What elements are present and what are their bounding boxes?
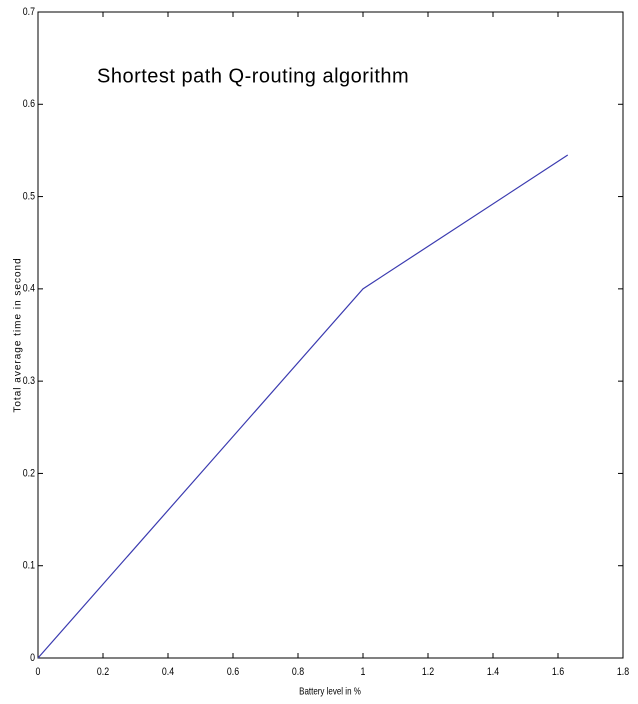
- x-tick-label: 1.2: [422, 666, 435, 678]
- x-tick-label: 0: [36, 666, 41, 678]
- y-axis-label: Total average time in second: [13, 257, 24, 412]
- y-tick-label: 0.3: [23, 375, 36, 387]
- y-tick-label: 0.4: [23, 283, 36, 295]
- y-tick-label: 0.7: [23, 6, 36, 18]
- x-axis-label: Battery level in %: [299, 686, 361, 697]
- y-tick-label: 0.6: [23, 98, 36, 110]
- y-tick-label: 0: [30, 652, 35, 664]
- y-tick-label: 0.2: [23, 467, 36, 479]
- x-tick-label: 1.8: [617, 666, 630, 678]
- line-series: [37, 154, 569, 659]
- x-tick-label: 0.2: [97, 666, 110, 678]
- x-tick-label: 0.4: [162, 666, 175, 678]
- x-tick-label: 1.6: [552, 666, 565, 678]
- plot-frame: [37, 11, 624, 659]
- x-tick-label: 1: [361, 666, 366, 678]
- chart-title: Shortest path Q-routing algorithm: [97, 65, 409, 87]
- x-tick-label: 1.4: [487, 666, 500, 678]
- x-tick-label: 0.8: [292, 666, 305, 678]
- y-tick-label: 0.1: [23, 560, 36, 572]
- y-tick-label: 0.5: [23, 191, 36, 203]
- x-tick-label: 0.6: [227, 666, 240, 678]
